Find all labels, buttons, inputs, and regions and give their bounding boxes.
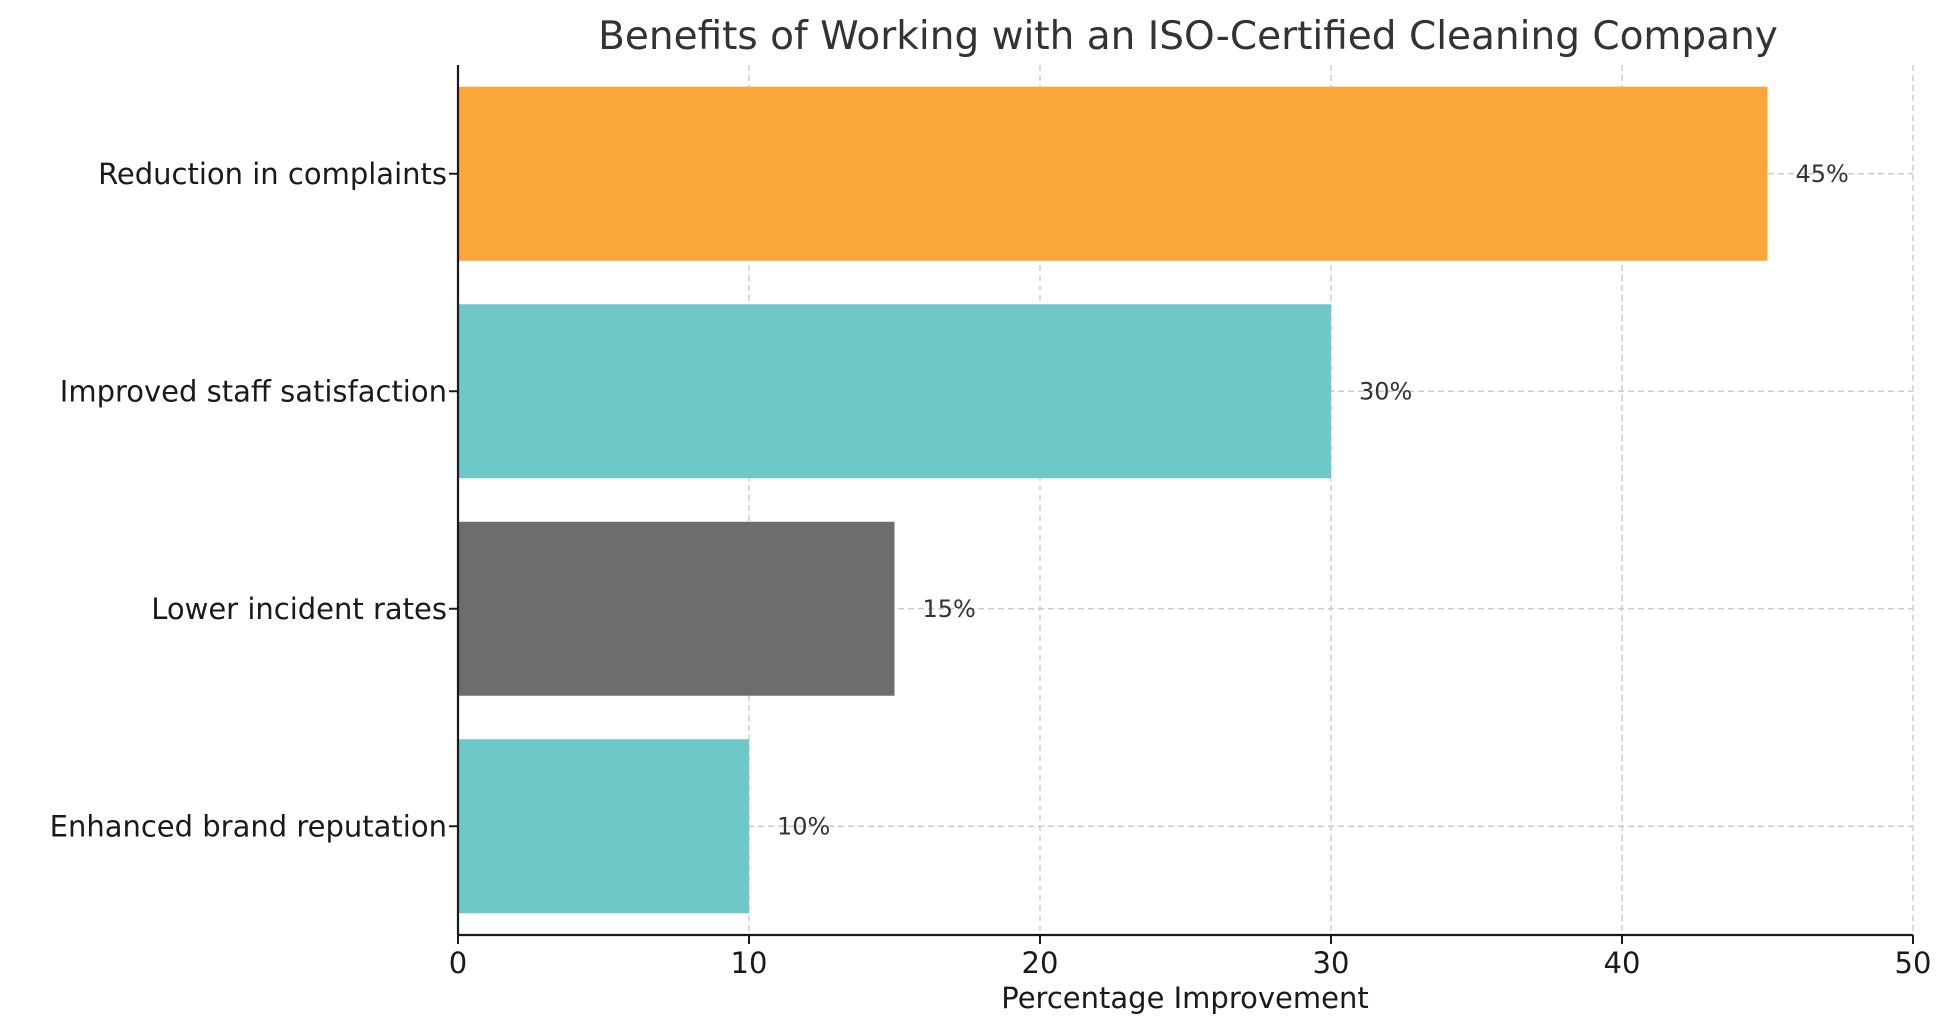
bar	[458, 521, 895, 696]
y-axis-categories: Reduction in complaints Improved staff sa…	[50, 157, 458, 843]
x-axis-ticks: 0 10 20 30 40 50	[449, 935, 1932, 980]
x-tick-label: 50	[1895, 946, 1932, 980]
y-category-label: Improved staff satisfaction	[60, 374, 447, 408]
y-category-label: Lower incident rates	[151, 592, 447, 626]
x-axis-label: Percentage Improvement	[1001, 981, 1368, 1015]
chart-title: Benefits of Working with an ISO-Certifie…	[598, 14, 1778, 59]
x-tick-label: 20	[1022, 946, 1059, 980]
bars	[458, 86, 1768, 914]
bar	[458, 86, 1768, 261]
bar-value-label: 30%	[1359, 377, 1412, 405]
bar-value-label: 45%	[1796, 160, 1849, 188]
x-tick-label: 40	[1604, 946, 1641, 980]
bar	[458, 739, 749, 914]
y-category-label: Enhanced brand reputation	[50, 809, 447, 843]
x-tick-label: 10	[731, 946, 768, 980]
x-tick-label: 0	[449, 946, 467, 980]
bar-value-label: 15%	[923, 595, 976, 623]
bar	[458, 304, 1331, 479]
bar-value-label: 10%	[777, 812, 830, 840]
data-labels: 45% 30% 15% 10%	[777, 160, 1849, 841]
x-tick-label: 30	[1313, 946, 1350, 980]
y-category-label: Reduction in complaints	[98, 157, 447, 191]
